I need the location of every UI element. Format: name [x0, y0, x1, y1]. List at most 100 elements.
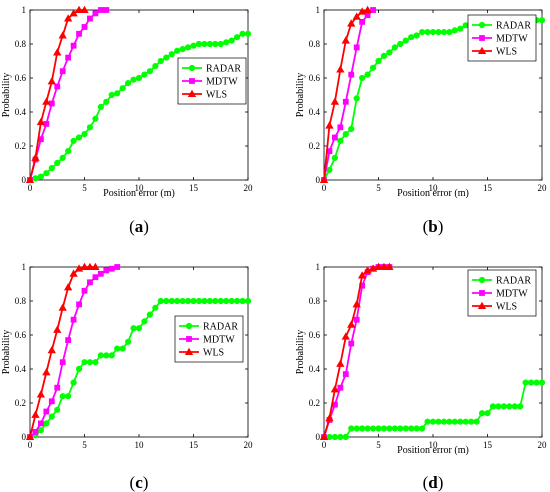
- y-tick-label: 0: [316, 175, 321, 185]
- series-radar-point: [48, 165, 55, 172]
- series-wls-point: [357, 271, 367, 279]
- series-wls-point: [42, 97, 51, 105]
- x-tick-label: 20: [538, 440, 548, 450]
- series-radar-point: [206, 40, 213, 48]
- series-wls-point: [80, 262, 89, 270]
- legend-label: RADAR: [496, 21, 531, 32]
- series-radar-point: [43, 170, 50, 177]
- series-radar-point: [97, 352, 104, 359]
- series-wls-point: [63, 14, 73, 22]
- series-wls: [319, 262, 394, 440]
- series-radar-point: [380, 425, 388, 432]
- series-mdtw-point: [48, 100, 55, 107]
- series-wls-point: [341, 332, 350, 340]
- series-mdtw-point: [364, 12, 371, 18]
- series-radar-point: [446, 418, 453, 425]
- y-tick-label: 0.2: [309, 398, 320, 408]
- panel-label: (d): [423, 473, 444, 492]
- series-wls-point: [325, 121, 334, 129]
- series-radar-point: [54, 406, 61, 413]
- series-mdtw-point: [97, 7, 104, 13]
- x-tick-label: 10: [135, 183, 145, 193]
- series-mdtw-point: [76, 301, 82, 308]
- legend-swatch-marker: [186, 336, 192, 342]
- legend: RADAR MDTW WLS: [467, 14, 537, 62]
- series-radar-point: [152, 304, 159, 311]
- y-tick-label: 0.2: [309, 141, 320, 151]
- series-radar-point: [179, 297, 186, 305]
- series-radar-point: [364, 425, 371, 432]
- legend: RADAR MDTW WLS: [174, 315, 244, 363]
- y-tick-label: 0.6: [15, 330, 27, 340]
- x-tick-label: 10: [135, 440, 145, 450]
- series-radar-point: [184, 297, 192, 305]
- series-radar-point: [195, 297, 203, 305]
- series-wls-point: [31, 153, 40, 161]
- x-axis-label: Position error (m): [397, 188, 469, 199]
- legend-swatch-marker: [477, 301, 487, 309]
- series-radar-point: [163, 297, 170, 305]
- series-radar-point: [468, 418, 475, 425]
- series-mdtw-point: [70, 316, 77, 323]
- series-radar-point: [70, 137, 77, 144]
- series-radar-point: [244, 30, 252, 37]
- panel-d: 0 5 10 15 20 0 0.2 0.4 0.6 0.8 1 Position error (m)…: [295, 262, 547, 492]
- series-radar-point: [380, 52, 388, 60]
- series-mdtw-point: [70, 42, 77, 49]
- y-tick-label: 0.8: [15, 39, 27, 49]
- series-radar-point: [195, 40, 203, 48]
- series-radar-point: [103, 98, 110, 105]
- series-radar-point: [234, 34, 241, 41]
- series-wls-point: [385, 262, 394, 270]
- series-radar-point: [342, 433, 349, 441]
- y-tick-label: 0: [22, 175, 27, 185]
- series-mdtw-point: [81, 24, 88, 30]
- series-radar-point: [451, 27, 458, 34]
- panel-label-letter: a: [135, 217, 144, 236]
- series-radar-point: [141, 318, 148, 325]
- series-wls-point: [347, 19, 356, 27]
- series-mdtw-line: [29, 266, 118, 438]
- series-radar-point: [495, 403, 502, 410]
- legend-label: RADAR: [203, 322, 238, 333]
- series-radar-point: [369, 425, 377, 432]
- series-radar-point: [86, 124, 94, 131]
- series-radar-point: [114, 90, 121, 97]
- series-radar-point: [462, 418, 469, 425]
- series-radar-point: [108, 352, 115, 359]
- series-wls: [25, 5, 89, 183]
- series-radar-point: [217, 40, 224, 48]
- series-radar-point: [70, 379, 77, 386]
- series-radar-point: [457, 418, 464, 425]
- series-wls-line: [323, 266, 390, 438]
- y-tick-label: 0.6: [309, 330, 321, 340]
- series-mdtw-point: [87, 279, 93, 286]
- y-tick-label: 0.8: [15, 296, 27, 306]
- series-mdtw-point: [337, 384, 344, 391]
- series-radar-point: [419, 425, 426, 432]
- y-tick-label: 0.8: [309, 296, 321, 306]
- series-radar-point: [239, 30, 246, 37]
- series-wls-point: [91, 262, 100, 270]
- series-radar-point: [326, 433, 333, 441]
- series-radar-point: [103, 352, 110, 359]
- series-radar-point: [32, 175, 39, 182]
- y-tick-label: 0.4: [309, 107, 321, 117]
- series-radar-point: [92, 359, 99, 366]
- panel-b: 0 5 10 15 20 0 0.2 0.4 0.6 0.8 1 Position error (m)…: [295, 5, 547, 236]
- series-radar-point: [244, 297, 252, 305]
- series-wls-point: [36, 390, 46, 398]
- series-radar-point: [348, 125, 355, 133]
- series-radar-point: [206, 297, 213, 305]
- x-tick-label: 10: [429, 440, 439, 450]
- series-radar-point: [457, 25, 464, 32]
- series-radar: [26, 30, 252, 184]
- series-radar-point: [402, 425, 409, 432]
- panel-label-letter: d: [428, 473, 438, 492]
- series-radar-point: [408, 425, 415, 432]
- series-radar-point: [424, 28, 431, 36]
- series-radar-point: [386, 425, 393, 432]
- series-radar-point: [528, 379, 535, 386]
- series-wls-point: [31, 410, 40, 418]
